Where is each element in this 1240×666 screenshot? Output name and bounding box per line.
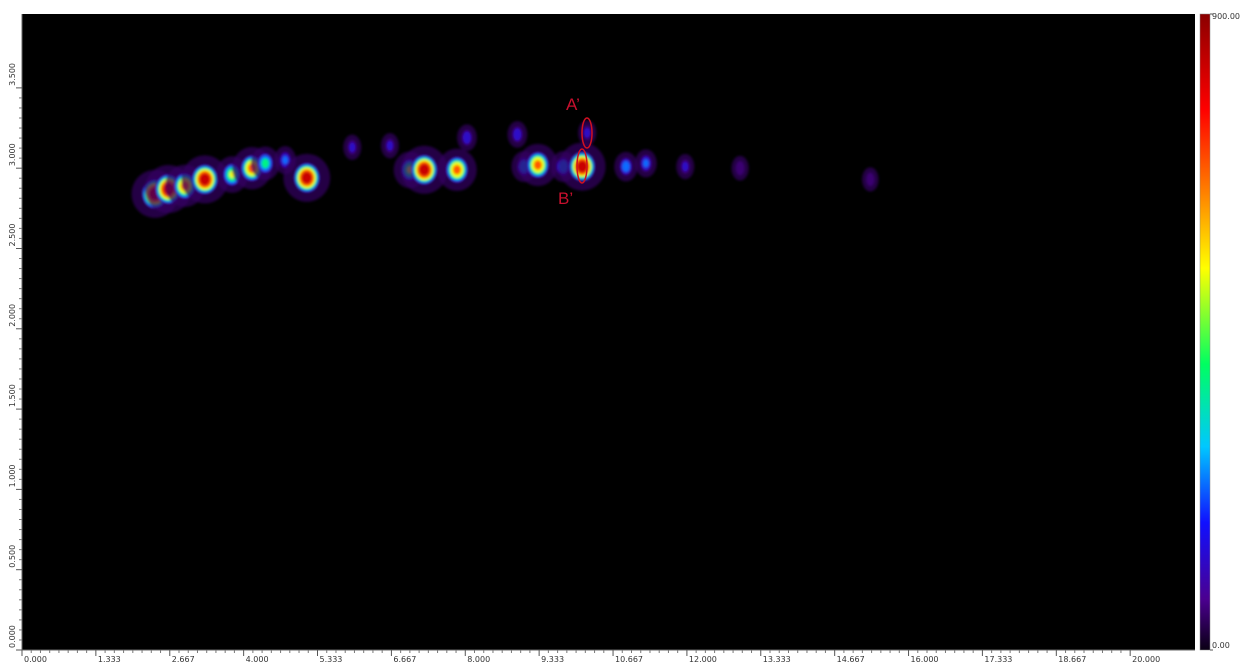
peak-contour [349,142,356,153]
x-tick-label: 13.333 [763,655,791,664]
peak [731,155,749,181]
peak-contour [301,171,313,184]
peak [518,143,558,187]
peak-contour [643,159,649,168]
x-tick-label: 16.000 [911,655,939,664]
peak-contour [576,160,588,173]
y-tick-label: 2.500 [8,224,17,247]
peak [181,155,229,204]
peak [862,167,879,192]
y-tick-label: 0.000 [8,625,17,648]
colorbar-label: 900.00 [1212,12,1240,21]
x-tick-label: 4.000 [246,655,269,664]
peak [343,134,362,160]
peak [380,133,399,159]
peak [578,120,597,146]
x-tick-label: 6.667 [393,655,416,664]
colorbar [1199,13,1211,651]
x-tick-label: 2.667 [172,655,195,664]
peak [283,153,331,202]
peaks [131,120,879,218]
peak [635,149,657,178]
peak-contour [452,165,461,175]
peak-contour [199,173,211,186]
x-tick-label: 17.333 [984,655,1012,664]
annotation-ellipse [581,117,593,149]
x-tick-label: 1.333 [98,655,121,664]
y-tick-label: 0.500 [8,545,17,568]
x-tick-label: 12.000 [689,655,717,664]
peak-contour [622,161,630,172]
peak-contour [735,161,745,176]
peak-contour [419,163,430,176]
peak [250,146,280,181]
y-tick-label: 2.000 [8,304,17,327]
y-tick-label: 3.000 [8,143,17,166]
x-tick-label: 5.333 [319,655,342,664]
peak-contour [682,161,689,172]
colorbar-label: 0.00 [1212,641,1230,650]
annotation: B’ [558,189,573,208]
peak-contour [261,158,270,169]
x-tick-label: 10.667 [615,655,643,664]
peak-contour [513,128,522,141]
peak [400,145,448,194]
peak-contour [462,131,471,144]
y-tick-label: 3.500 [8,63,17,86]
x-tick-label: 9.333 [541,655,564,664]
annotation-ellipse [576,148,588,184]
peak [676,153,695,180]
y-tick-label: 1.500 [8,384,17,407]
x-tick-label: 18.667 [1058,655,1086,664]
peak-contour [282,156,288,164]
peak-contour [533,160,542,170]
peak [457,124,477,151]
peak [507,121,528,148]
plot-area [22,14,1195,650]
x-tick-label: 20.000 [1132,655,1160,664]
x-tick-label: 14.667 [837,655,865,664]
x-tick-label: 0.000 [24,655,47,664]
y-tick-label: 1.000 [8,464,17,487]
peak-contour [866,172,875,187]
peak-contour [584,127,591,138]
peak [614,151,638,182]
annotation: A’ [566,95,580,114]
x-tick-label: 8.000 [467,655,490,664]
peak [437,148,477,191]
peak-contour [386,140,393,151]
